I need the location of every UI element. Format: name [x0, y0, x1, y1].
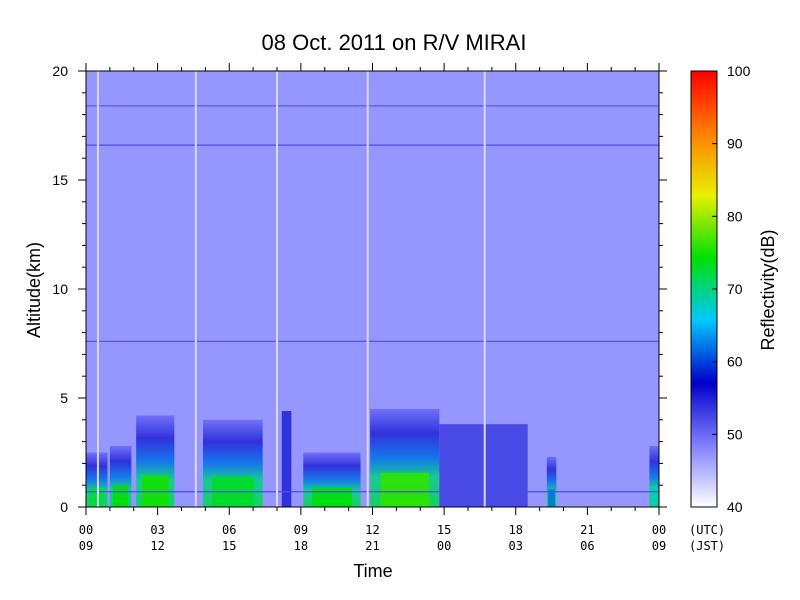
- x-axis: 00 09 03 12 06 15 09 18 12 21 15 00 18 03 21 06 00 09 (UTC…: [79, 63, 725, 553]
- y-tick-label: 5: [60, 390, 68, 406]
- data-gap-lines: [96, 71, 486, 507]
- colorbar-tick-label: 50: [727, 426, 743, 442]
- x-tick-label-utc: 18: [509, 523, 523, 537]
- echo-segment: [281, 411, 292, 507]
- plot-area: [85, 70, 660, 508]
- x-tick-label-utc: 21: [580, 523, 594, 537]
- echo-segment: [439, 424, 528, 507]
- x-tick-label-utc: 09: [294, 523, 308, 537]
- echo-core: [113, 485, 129, 507]
- horizontal-echo-lines: [86, 105, 659, 493]
- colorbar-label: Reflectivity(dB): [758, 229, 778, 350]
- colorbar-tick-label: 70: [727, 281, 743, 297]
- x-tick-label-jst: 03: [509, 539, 523, 553]
- x-tick-label-utc: 03: [150, 523, 164, 537]
- echo-core: [650, 485, 658, 507]
- chart-title: 08 Oct. 2011 on R/V MIRAI: [262, 30, 527, 55]
- echo-segment: [649, 445, 659, 507]
- echo-core: [380, 472, 429, 507]
- y-axis-label: Altitude(km): [24, 242, 44, 338]
- colorbar-tick-label: 100: [727, 63, 751, 79]
- colorbar-tick-label: 60: [727, 354, 743, 370]
- x-tick-suffix-jst: (JST): [689, 539, 725, 553]
- colorbar: 40 50 60 70 80 90 100: [690, 63, 751, 515]
- x-tick-label-jst: 15: [222, 539, 236, 553]
- x-tick-label-utc: 15: [437, 523, 451, 537]
- x-tick-label-jst: 21: [365, 539, 379, 553]
- x-axis-label: Time: [353, 561, 392, 581]
- echo-core: [548, 489, 555, 507]
- y-tick-label: 0: [60, 499, 68, 515]
- y-tick-label: 20: [52, 63, 68, 79]
- echo-core: [311, 487, 352, 507]
- y-tick-label: 10: [52, 281, 68, 297]
- echo-core: [89, 487, 105, 507]
- colorbar-tick-label: 90: [727, 136, 743, 152]
- y-axis: 0 5 10 15 20: [52, 63, 667, 515]
- echo-core: [141, 474, 169, 507]
- echo-segment: [546, 456, 557, 507]
- y-tick-label: 15: [52, 172, 68, 188]
- colorbar-tick-label: 40: [727, 499, 743, 515]
- colorbar-tick-label: 80: [727, 208, 743, 224]
- x-tick-label-utc: 00: [79, 523, 93, 537]
- x-tick-label-jst: 00: [437, 539, 451, 553]
- x-tick-label-utc: 06: [222, 523, 236, 537]
- x-tick-label-utc: 00: [652, 523, 666, 537]
- x-tick-label-jst: 09: [652, 539, 666, 553]
- x-tick-label-jst: 18: [294, 539, 308, 553]
- x-tick-label-jst: 12: [150, 539, 164, 553]
- x-tick-label-jst: 06: [580, 539, 594, 553]
- x-tick-suffix-utc: (UTC): [689, 523, 725, 537]
- x-tick-label-utc: 12: [365, 523, 379, 537]
- x-tick-label-jst: 09: [79, 539, 93, 553]
